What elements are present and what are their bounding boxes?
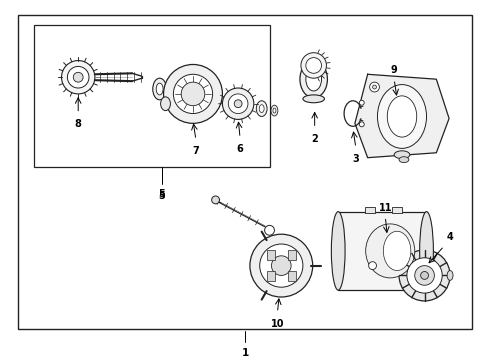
Text: 8: 8 xyxy=(75,120,82,129)
Ellipse shape xyxy=(383,231,411,270)
Text: 6: 6 xyxy=(237,144,244,154)
Text: 11: 11 xyxy=(379,203,392,213)
Circle shape xyxy=(368,262,376,270)
Ellipse shape xyxy=(394,151,410,159)
Ellipse shape xyxy=(153,78,167,100)
Ellipse shape xyxy=(273,108,276,113)
Circle shape xyxy=(212,196,220,204)
Circle shape xyxy=(181,82,205,106)
Bar xyxy=(34,25,270,167)
Bar xyxy=(365,207,374,213)
Circle shape xyxy=(260,244,303,287)
Bar xyxy=(338,212,426,290)
Circle shape xyxy=(407,258,442,293)
Text: 2: 2 xyxy=(311,134,318,144)
Bar xyxy=(288,250,295,260)
Circle shape xyxy=(369,82,379,92)
Text: 5: 5 xyxy=(158,191,165,201)
Circle shape xyxy=(228,94,248,113)
Circle shape xyxy=(68,67,89,88)
Ellipse shape xyxy=(256,101,267,117)
Text: 9: 9 xyxy=(391,65,397,75)
Circle shape xyxy=(359,122,364,127)
Circle shape xyxy=(420,271,428,279)
Circle shape xyxy=(415,266,434,285)
Ellipse shape xyxy=(156,83,163,95)
Ellipse shape xyxy=(387,96,416,137)
Ellipse shape xyxy=(303,95,324,103)
Ellipse shape xyxy=(377,85,426,148)
Bar xyxy=(288,271,295,281)
Ellipse shape xyxy=(306,67,321,91)
Circle shape xyxy=(306,58,321,73)
Ellipse shape xyxy=(259,105,264,113)
Circle shape xyxy=(372,85,376,89)
Ellipse shape xyxy=(399,157,409,163)
Circle shape xyxy=(62,60,95,94)
Circle shape xyxy=(234,100,242,108)
Circle shape xyxy=(301,53,326,78)
Text: 1: 1 xyxy=(242,348,248,358)
Circle shape xyxy=(173,74,213,113)
Ellipse shape xyxy=(271,105,278,116)
Circle shape xyxy=(250,234,313,297)
Bar xyxy=(267,250,275,260)
Ellipse shape xyxy=(161,97,171,111)
Text: 10: 10 xyxy=(270,319,284,329)
Ellipse shape xyxy=(419,212,433,290)
Circle shape xyxy=(265,225,274,235)
Ellipse shape xyxy=(366,224,415,278)
Bar xyxy=(18,15,472,329)
Ellipse shape xyxy=(300,60,327,98)
Text: 4: 4 xyxy=(446,232,453,242)
Ellipse shape xyxy=(447,270,453,280)
Bar xyxy=(392,207,402,213)
Ellipse shape xyxy=(331,212,345,290)
Text: 7: 7 xyxy=(193,146,199,156)
Circle shape xyxy=(271,256,291,275)
Circle shape xyxy=(74,72,83,82)
Circle shape xyxy=(222,88,254,120)
Text: 3: 3 xyxy=(352,154,359,164)
Circle shape xyxy=(399,250,450,301)
Circle shape xyxy=(164,64,222,123)
Polygon shape xyxy=(355,74,449,158)
Text: 5: 5 xyxy=(158,189,165,199)
Bar xyxy=(267,271,275,281)
Circle shape xyxy=(359,100,364,105)
